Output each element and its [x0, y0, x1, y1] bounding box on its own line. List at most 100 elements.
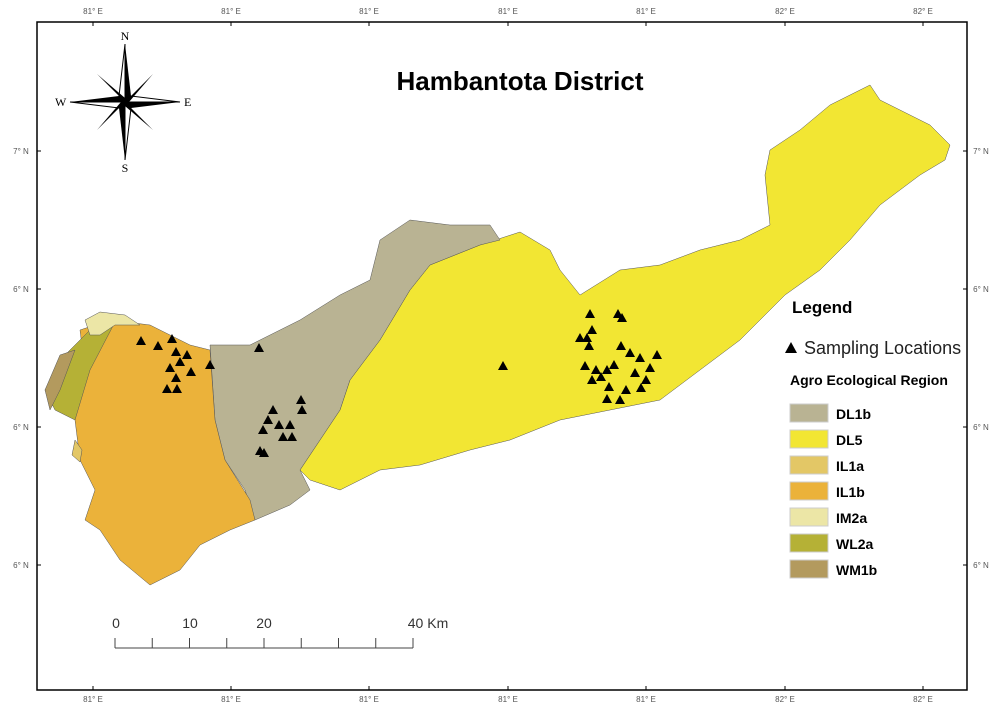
- legend-swatch-il1b: [789, 481, 829, 501]
- legend-label: IL1b: [836, 484, 865, 500]
- left-tick-label: 6° N: [13, 561, 29, 570]
- scale-label: 20: [256, 615, 272, 631]
- sampling-point[interactable]: [167, 334, 177, 343]
- sampling-point[interactable]: [153, 341, 163, 350]
- sampling-point[interactable]: [165, 363, 175, 372]
- legend-regions-title: Agro Ecological Region: [790, 372, 948, 388]
- sampling-point[interactable]: [278, 432, 288, 441]
- top-tick-label: 81° E: [636, 7, 656, 16]
- sampling-point[interactable]: [645, 363, 655, 372]
- legend-label: IL1a: [836, 458, 864, 474]
- right-tick-label: 7° N: [973, 147, 989, 156]
- sampling-point[interactable]: [616, 341, 626, 350]
- legend-swatch-im2a: [789, 507, 829, 527]
- sampling-point[interactable]: [609, 360, 619, 369]
- legend-swatch-il1a: [789, 455, 829, 475]
- legend-label: IM2a: [836, 510, 867, 526]
- region-im2a[interactable]: [84, 311, 141, 336]
- left-tick-label: 6° N: [13, 285, 29, 294]
- sampling-point[interactable]: [263, 415, 273, 424]
- left-tick-label: 7° N: [13, 147, 29, 156]
- sampling-point[interactable]: [296, 395, 306, 404]
- sampling-point[interactable]: [205, 360, 215, 369]
- sampling-point[interactable]: [182, 350, 192, 359]
- legend-label: DL1b: [836, 406, 871, 422]
- sampling-point[interactable]: [171, 347, 181, 356]
- legend-points-label: Sampling Locations: [804, 338, 961, 358]
- sampling-point[interactable]: [625, 348, 635, 357]
- sampling-point[interactable]: [584, 341, 594, 350]
- scale-label: 0: [112, 615, 120, 631]
- top-tick-label: 81° E: [498, 7, 518, 16]
- legend-swatch-wm1b: [789, 559, 829, 579]
- sampling-point[interactable]: [582, 333, 592, 342]
- regions: [44, 84, 951, 586]
- compass-n: N: [121, 29, 130, 43]
- top-tick-label: 81° E: [221, 7, 241, 16]
- map-title: Hambantota District: [396, 66, 643, 96]
- sampling-point[interactable]: [652, 350, 662, 359]
- top-tick-label: 81° E: [359, 7, 379, 16]
- sampling-point[interactable]: [285, 420, 295, 429]
- sampling-point[interactable]: [587, 375, 597, 384]
- top-tick-label: 81° E: [83, 7, 103, 16]
- sampling-points: [136, 309, 662, 457]
- sampling-point[interactable]: [591, 365, 601, 374]
- sampling-point[interactable]: [498, 361, 508, 370]
- scale-bar: 0 10 20 40 Km: [112, 615, 448, 649]
- region-il1b[interactable]: [69, 319, 256, 586]
- sampling-point[interactable]: [175, 357, 185, 366]
- sampling-point[interactable]: [604, 382, 614, 391]
- sampling-point[interactable]: [615, 395, 625, 404]
- bottom-tick-label: 81° E: [498, 695, 518, 704]
- legend-label: WM1b: [836, 562, 877, 578]
- bottom-tick-label: 82° E: [913, 695, 933, 704]
- top-tick-label: 82° E: [775, 7, 795, 16]
- region-wm1b[interactable]: [44, 349, 76, 411]
- bottom-tick-label: 81° E: [636, 695, 656, 704]
- sampling-point[interactable]: [297, 405, 307, 414]
- sampling-point[interactable]: [186, 367, 196, 376]
- region-il1a[interactable]: [71, 439, 83, 463]
- sampling-point[interactable]: [641, 375, 651, 384]
- bottom-tick-label: 82° E: [775, 695, 795, 704]
- sampling-point[interactable]: [274, 420, 284, 429]
- legend-swatch-dl5: [789, 429, 829, 449]
- sampling-point[interactable]: [575, 333, 585, 342]
- legend-label: WL2a: [836, 536, 874, 552]
- sampling-point[interactable]: [171, 373, 181, 382]
- sampling-point[interactable]: [636, 383, 646, 392]
- sampling-point[interactable]: [621, 385, 631, 394]
- compass-e: E: [184, 95, 191, 109]
- legend-title: Legend: [792, 298, 852, 317]
- sampling-point[interactable]: [136, 336, 146, 345]
- sampling-point[interactable]: [630, 368, 640, 377]
- compass-w: W: [55, 95, 67, 109]
- region-wl2a[interactable]: [44, 319, 116, 421]
- sampling-point[interactable]: [602, 365, 612, 374]
- right-tick-label: 6° N: [973, 285, 989, 294]
- sampling-point[interactable]: [254, 343, 264, 352]
- sampling-point[interactable]: [172, 384, 182, 393]
- sampling-point[interactable]: [596, 372, 606, 381]
- sampling-point[interactable]: [617, 313, 627, 322]
- right-tick-label: 6° N: [973, 423, 989, 432]
- legend-label: DL5: [836, 432, 863, 448]
- sampling-point[interactable]: [268, 405, 278, 414]
- scale-label: 10: [182, 615, 198, 631]
- sampling-point[interactable]: [580, 361, 590, 370]
- compass-s: S: [122, 161, 129, 175]
- sampling-point[interactable]: [635, 353, 645, 362]
- sampling-point[interactable]: [259, 448, 269, 457]
- scale-label: 40 Km: [408, 615, 448, 631]
- sampling-point[interactable]: [162, 384, 172, 393]
- sampling-point[interactable]: [287, 432, 297, 441]
- sampling-point[interactable]: [585, 309, 595, 318]
- sampling-point[interactable]: [258, 425, 268, 434]
- compass-rose: N S E W: [55, 29, 191, 175]
- sampling-point[interactable]: [602, 394, 612, 403]
- bottom-tick-label: 81° E: [359, 695, 379, 704]
- sampling-point[interactable]: [587, 325, 597, 334]
